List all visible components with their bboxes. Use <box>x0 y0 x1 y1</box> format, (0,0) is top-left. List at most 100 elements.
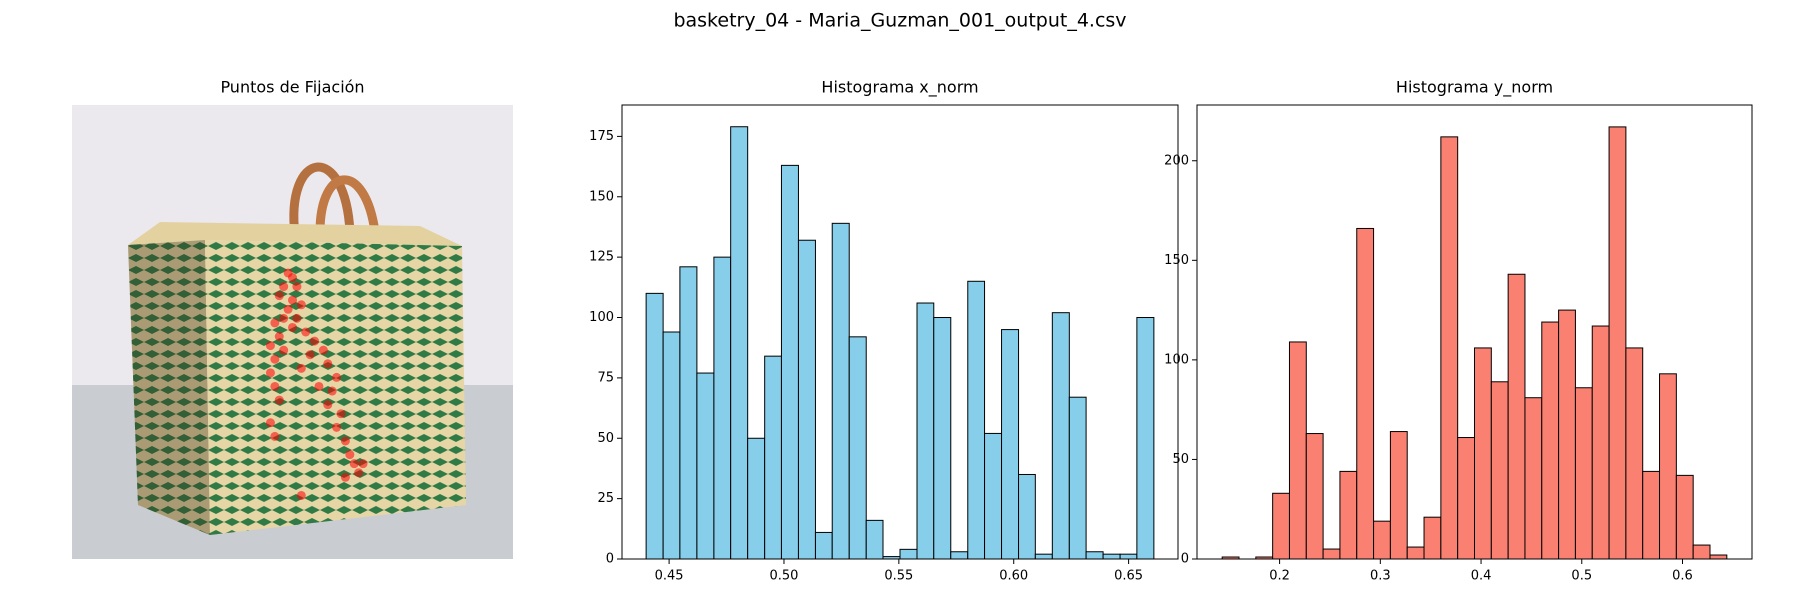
fixation-point <box>318 345 328 355</box>
fixation-point <box>349 459 359 469</box>
y-tick-label: 150 <box>589 189 614 204</box>
bar <box>1288 341 1307 560</box>
bar <box>1440 136 1459 560</box>
fixation-point <box>288 322 297 332</box>
fixation-point <box>340 436 350 446</box>
bar <box>1423 516 1442 560</box>
bar <box>1034 553 1053 560</box>
bar <box>1051 312 1070 560</box>
bar <box>899 548 918 560</box>
bar <box>933 317 952 560</box>
bar <box>1272 492 1290 560</box>
photo <box>72 105 513 559</box>
chart-title: Puntos de Fijación <box>220 78 364 97</box>
x-tick-label: 0.5 <box>1571 569 1592 584</box>
bar <box>713 256 732 560</box>
bar <box>679 266 698 560</box>
x-tick-label: 0.55 <box>884 569 913 584</box>
bar <box>1507 273 1526 560</box>
bar <box>1675 474 1694 560</box>
fixation-point <box>270 431 280 441</box>
bar <box>1524 397 1543 560</box>
bar <box>1457 437 1475 560</box>
fixation-point <box>292 313 302 323</box>
fixation-point <box>358 459 368 469</box>
bar <box>1389 431 1408 560</box>
bar <box>1659 373 1677 560</box>
fixation-point <box>288 273 297 283</box>
fixation-point <box>296 300 306 310</box>
bar <box>1474 347 1492 560</box>
fixation-point <box>283 304 293 314</box>
bar <box>1305 433 1324 560</box>
x-tick-label: 0.2 <box>1269 569 1290 584</box>
y-tick-label: 25 <box>597 491 614 506</box>
bar <box>696 372 715 560</box>
bar <box>848 336 867 560</box>
y-tick-label: 100 <box>1164 352 1189 367</box>
fixation-point <box>332 372 342 382</box>
bar <box>967 280 986 560</box>
x-tick-label: 0.3 <box>1370 569 1391 584</box>
y-tick-label: 150 <box>1164 253 1189 268</box>
fixation-point <box>270 381 280 391</box>
bar <box>645 292 664 560</box>
y-tick-label: 75 <box>597 370 614 385</box>
y-tick-label: 0 <box>1181 552 1189 567</box>
fixation-point <box>274 332 284 342</box>
fixation-point <box>270 318 280 328</box>
x-tick-label: 0.50 <box>769 569 798 584</box>
bar <box>1709 554 1728 560</box>
y-tick-label: 0 <box>606 552 614 567</box>
fixation-point <box>323 359 333 369</box>
bar <box>1356 227 1375 560</box>
x-tick-label: 0.45 <box>655 569 684 584</box>
fixation-point <box>305 350 315 360</box>
bar <box>747 437 766 560</box>
figure-title: basketry_04 - Maria_Guzman_001_output_4.… <box>673 10 1126 32</box>
fixation-point <box>265 368 275 378</box>
fixation-point <box>265 341 275 351</box>
bar <box>1591 325 1610 560</box>
fixation-point <box>279 282 289 292</box>
bar <box>764 355 782 560</box>
bar <box>1136 317 1155 560</box>
bar <box>1018 473 1036 560</box>
fixation-point <box>274 291 284 301</box>
bar <box>1102 553 1121 560</box>
bar <box>984 432 1003 560</box>
bar <box>1119 553 1138 560</box>
x-tick-label: 0.60 <box>999 569 1028 584</box>
bar <box>1373 520 1391 560</box>
fixation-point <box>279 345 289 355</box>
fixation-point <box>332 422 342 432</box>
fixation-point <box>310 336 320 346</box>
chart-title: Histograma y_norm <box>1396 78 1553 98</box>
bar <box>1339 470 1358 560</box>
bar <box>1085 551 1104 560</box>
fixation-point <box>336 409 346 419</box>
fixation-point <box>274 395 284 405</box>
x-tick-label: 0.65 <box>1114 569 1143 584</box>
fixation-point <box>265 418 275 428</box>
y-tick-label: 125 <box>589 250 614 265</box>
bar <box>1068 396 1087 560</box>
y-tick-label: 50 <box>597 431 614 446</box>
bar <box>1490 381 1509 560</box>
y-tick-label: 200 <box>1164 153 1189 168</box>
bar <box>662 331 681 560</box>
fixation-point <box>292 282 302 292</box>
bar <box>950 551 969 560</box>
x-tick-label: 0.6 <box>1672 569 1693 584</box>
bar <box>1642 470 1661 560</box>
plot-frame <box>1196 104 1753 560</box>
fixation-point <box>323 400 333 410</box>
fixation-point <box>327 386 337 396</box>
bar <box>1625 347 1644 560</box>
plot-frame <box>621 104 1179 560</box>
bar <box>814 531 833 560</box>
fixation-point <box>288 295 297 305</box>
fixation-point <box>279 313 289 323</box>
bar <box>1558 309 1576 560</box>
